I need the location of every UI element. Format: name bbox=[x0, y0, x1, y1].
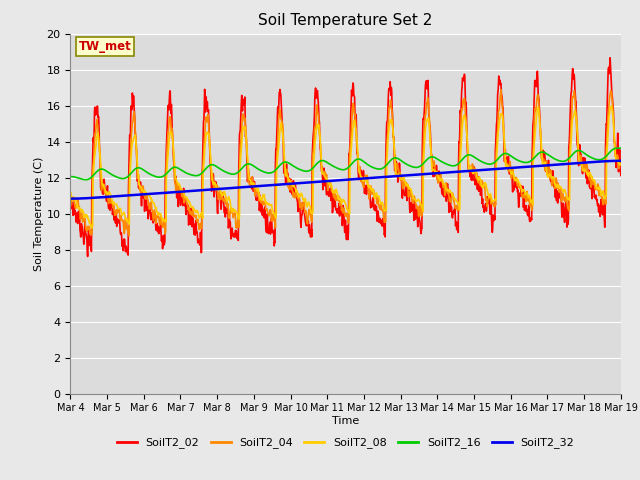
SoilT2_02 bbox=[67, 191, 74, 197]
Line: SoilT2_04: SoilT2_04 bbox=[70, 90, 621, 236]
SoilT2_32 bbox=[189, 188, 196, 194]
X-axis label: Time: Time bbox=[332, 416, 359, 426]
Line: SoilT2_16: SoilT2_16 bbox=[70, 148, 621, 180]
SoilT2_04 bbox=[504, 161, 511, 167]
SoilT2_04 bbox=[617, 162, 625, 168]
SoilT2_08 bbox=[251, 184, 259, 190]
SoilT2_16 bbox=[617, 145, 625, 151]
SoilT2_02 bbox=[617, 173, 625, 179]
Text: TW_met: TW_met bbox=[79, 40, 131, 53]
Line: SoilT2_32: SoilT2_32 bbox=[70, 161, 621, 199]
SoilT2_02 bbox=[552, 185, 559, 191]
SoilT2_08 bbox=[189, 206, 197, 212]
SoilT2_02 bbox=[84, 253, 92, 259]
Line: SoilT2_02: SoilT2_02 bbox=[70, 58, 621, 256]
SoilT2_16 bbox=[189, 172, 197, 178]
SoilT2_08 bbox=[67, 189, 74, 195]
SoilT2_32 bbox=[175, 189, 183, 195]
SoilT2_04 bbox=[176, 187, 184, 192]
SoilT2_02 bbox=[431, 165, 439, 170]
SoilT2_08 bbox=[431, 168, 439, 174]
SoilT2_32 bbox=[617, 158, 625, 164]
Line: SoilT2_08: SoilT2_08 bbox=[70, 106, 621, 228]
SoilT2_16 bbox=[614, 145, 621, 151]
SoilT2_02 bbox=[504, 157, 511, 163]
SoilT2_08 bbox=[176, 182, 184, 188]
SoilT2_02 bbox=[251, 185, 259, 191]
SoilT2_08 bbox=[617, 161, 625, 167]
SoilT2_04 bbox=[552, 175, 560, 181]
SoilT2_04 bbox=[431, 171, 439, 177]
SoilT2_32 bbox=[250, 183, 258, 189]
SoilT2_32 bbox=[552, 162, 559, 168]
SoilT2_04 bbox=[497, 87, 505, 93]
SoilT2_04 bbox=[189, 206, 197, 212]
SoilT2_16 bbox=[67, 174, 74, 180]
SoilT2_08 bbox=[88, 225, 95, 231]
SoilT2_04 bbox=[251, 190, 259, 195]
SoilT2_08 bbox=[608, 103, 616, 108]
SoilT2_32 bbox=[503, 165, 511, 171]
Legend: SoilT2_02, SoilT2_04, SoilT2_08, SoilT2_16, SoilT2_32: SoilT2_02, SoilT2_04, SoilT2_08, SoilT2_… bbox=[113, 433, 579, 453]
SoilT2_08 bbox=[504, 163, 511, 168]
SoilT2_16 bbox=[504, 151, 511, 156]
Y-axis label: Soil Temperature (C): Soil Temperature (C) bbox=[34, 156, 44, 271]
SoilT2_04 bbox=[125, 233, 132, 239]
SoilT2_04 bbox=[67, 203, 74, 209]
SoilT2_02 bbox=[189, 216, 197, 222]
Title: Soil Temperature Set 2: Soil Temperature Set 2 bbox=[259, 13, 433, 28]
SoilT2_16 bbox=[431, 155, 439, 161]
SoilT2_02 bbox=[606, 55, 614, 60]
SoilT2_16 bbox=[176, 166, 184, 172]
SoilT2_32 bbox=[67, 196, 74, 202]
SoilT2_16 bbox=[82, 177, 90, 182]
SoilT2_08 bbox=[552, 183, 559, 189]
SoilT2_16 bbox=[552, 156, 559, 162]
SoilT2_16 bbox=[251, 164, 259, 170]
SoilT2_02 bbox=[176, 188, 184, 193]
SoilT2_32 bbox=[431, 170, 439, 176]
